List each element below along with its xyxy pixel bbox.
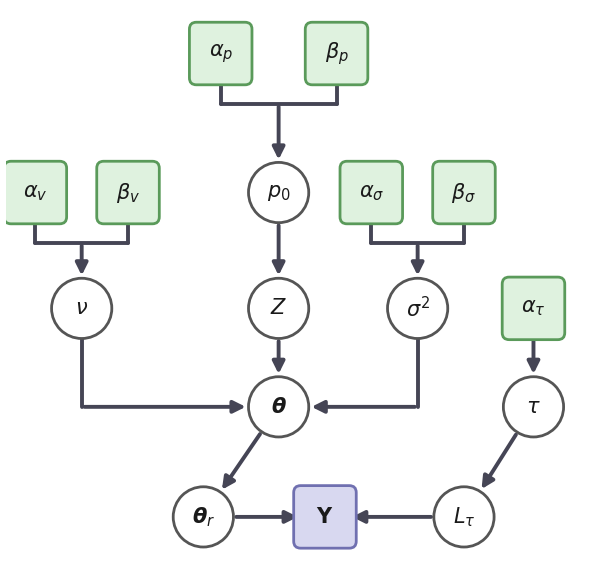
FancyBboxPatch shape xyxy=(294,485,356,548)
Circle shape xyxy=(503,377,564,437)
Circle shape xyxy=(52,278,112,339)
FancyBboxPatch shape xyxy=(340,161,403,224)
Circle shape xyxy=(249,162,309,223)
Text: $\alpha_\tau$: $\alpha_\tau$ xyxy=(521,299,546,318)
Text: $\tau$: $\tau$ xyxy=(526,397,541,417)
FancyBboxPatch shape xyxy=(96,161,159,224)
FancyBboxPatch shape xyxy=(189,22,252,85)
Text: $\boldsymbol{\theta}$: $\boldsymbol{\theta}$ xyxy=(271,397,287,417)
Text: $\mathit{Z}$: $\mathit{Z}$ xyxy=(270,299,287,318)
Text: $\beta_p$: $\beta_p$ xyxy=(324,40,349,67)
Text: $\nu$: $\nu$ xyxy=(75,299,88,318)
Text: $\sigma^2$: $\sigma^2$ xyxy=(406,296,430,321)
Text: $L_\tau$: $L_\tau$ xyxy=(453,505,475,528)
Circle shape xyxy=(434,487,494,547)
FancyBboxPatch shape xyxy=(4,161,67,224)
Text: $\boldsymbol{\theta}_r$: $\boldsymbol{\theta}_r$ xyxy=(192,505,215,528)
Text: $\beta_\sigma$: $\beta_\sigma$ xyxy=(452,180,477,204)
Text: $p_0$: $p_0$ xyxy=(267,183,291,203)
Text: $\alpha_\sigma$: $\alpha_\sigma$ xyxy=(359,183,384,203)
Text: $\beta_v$: $\beta_v$ xyxy=(116,180,140,204)
Circle shape xyxy=(249,377,309,437)
Circle shape xyxy=(249,278,309,339)
Circle shape xyxy=(388,278,448,339)
FancyBboxPatch shape xyxy=(502,277,565,340)
Text: $\alpha_v$: $\alpha_v$ xyxy=(23,183,47,203)
Text: $\mathbf{Y}$: $\mathbf{Y}$ xyxy=(316,507,334,527)
Circle shape xyxy=(173,487,233,547)
FancyBboxPatch shape xyxy=(433,161,496,224)
FancyBboxPatch shape xyxy=(305,22,368,85)
Text: $\alpha_p$: $\alpha_p$ xyxy=(208,42,233,65)
